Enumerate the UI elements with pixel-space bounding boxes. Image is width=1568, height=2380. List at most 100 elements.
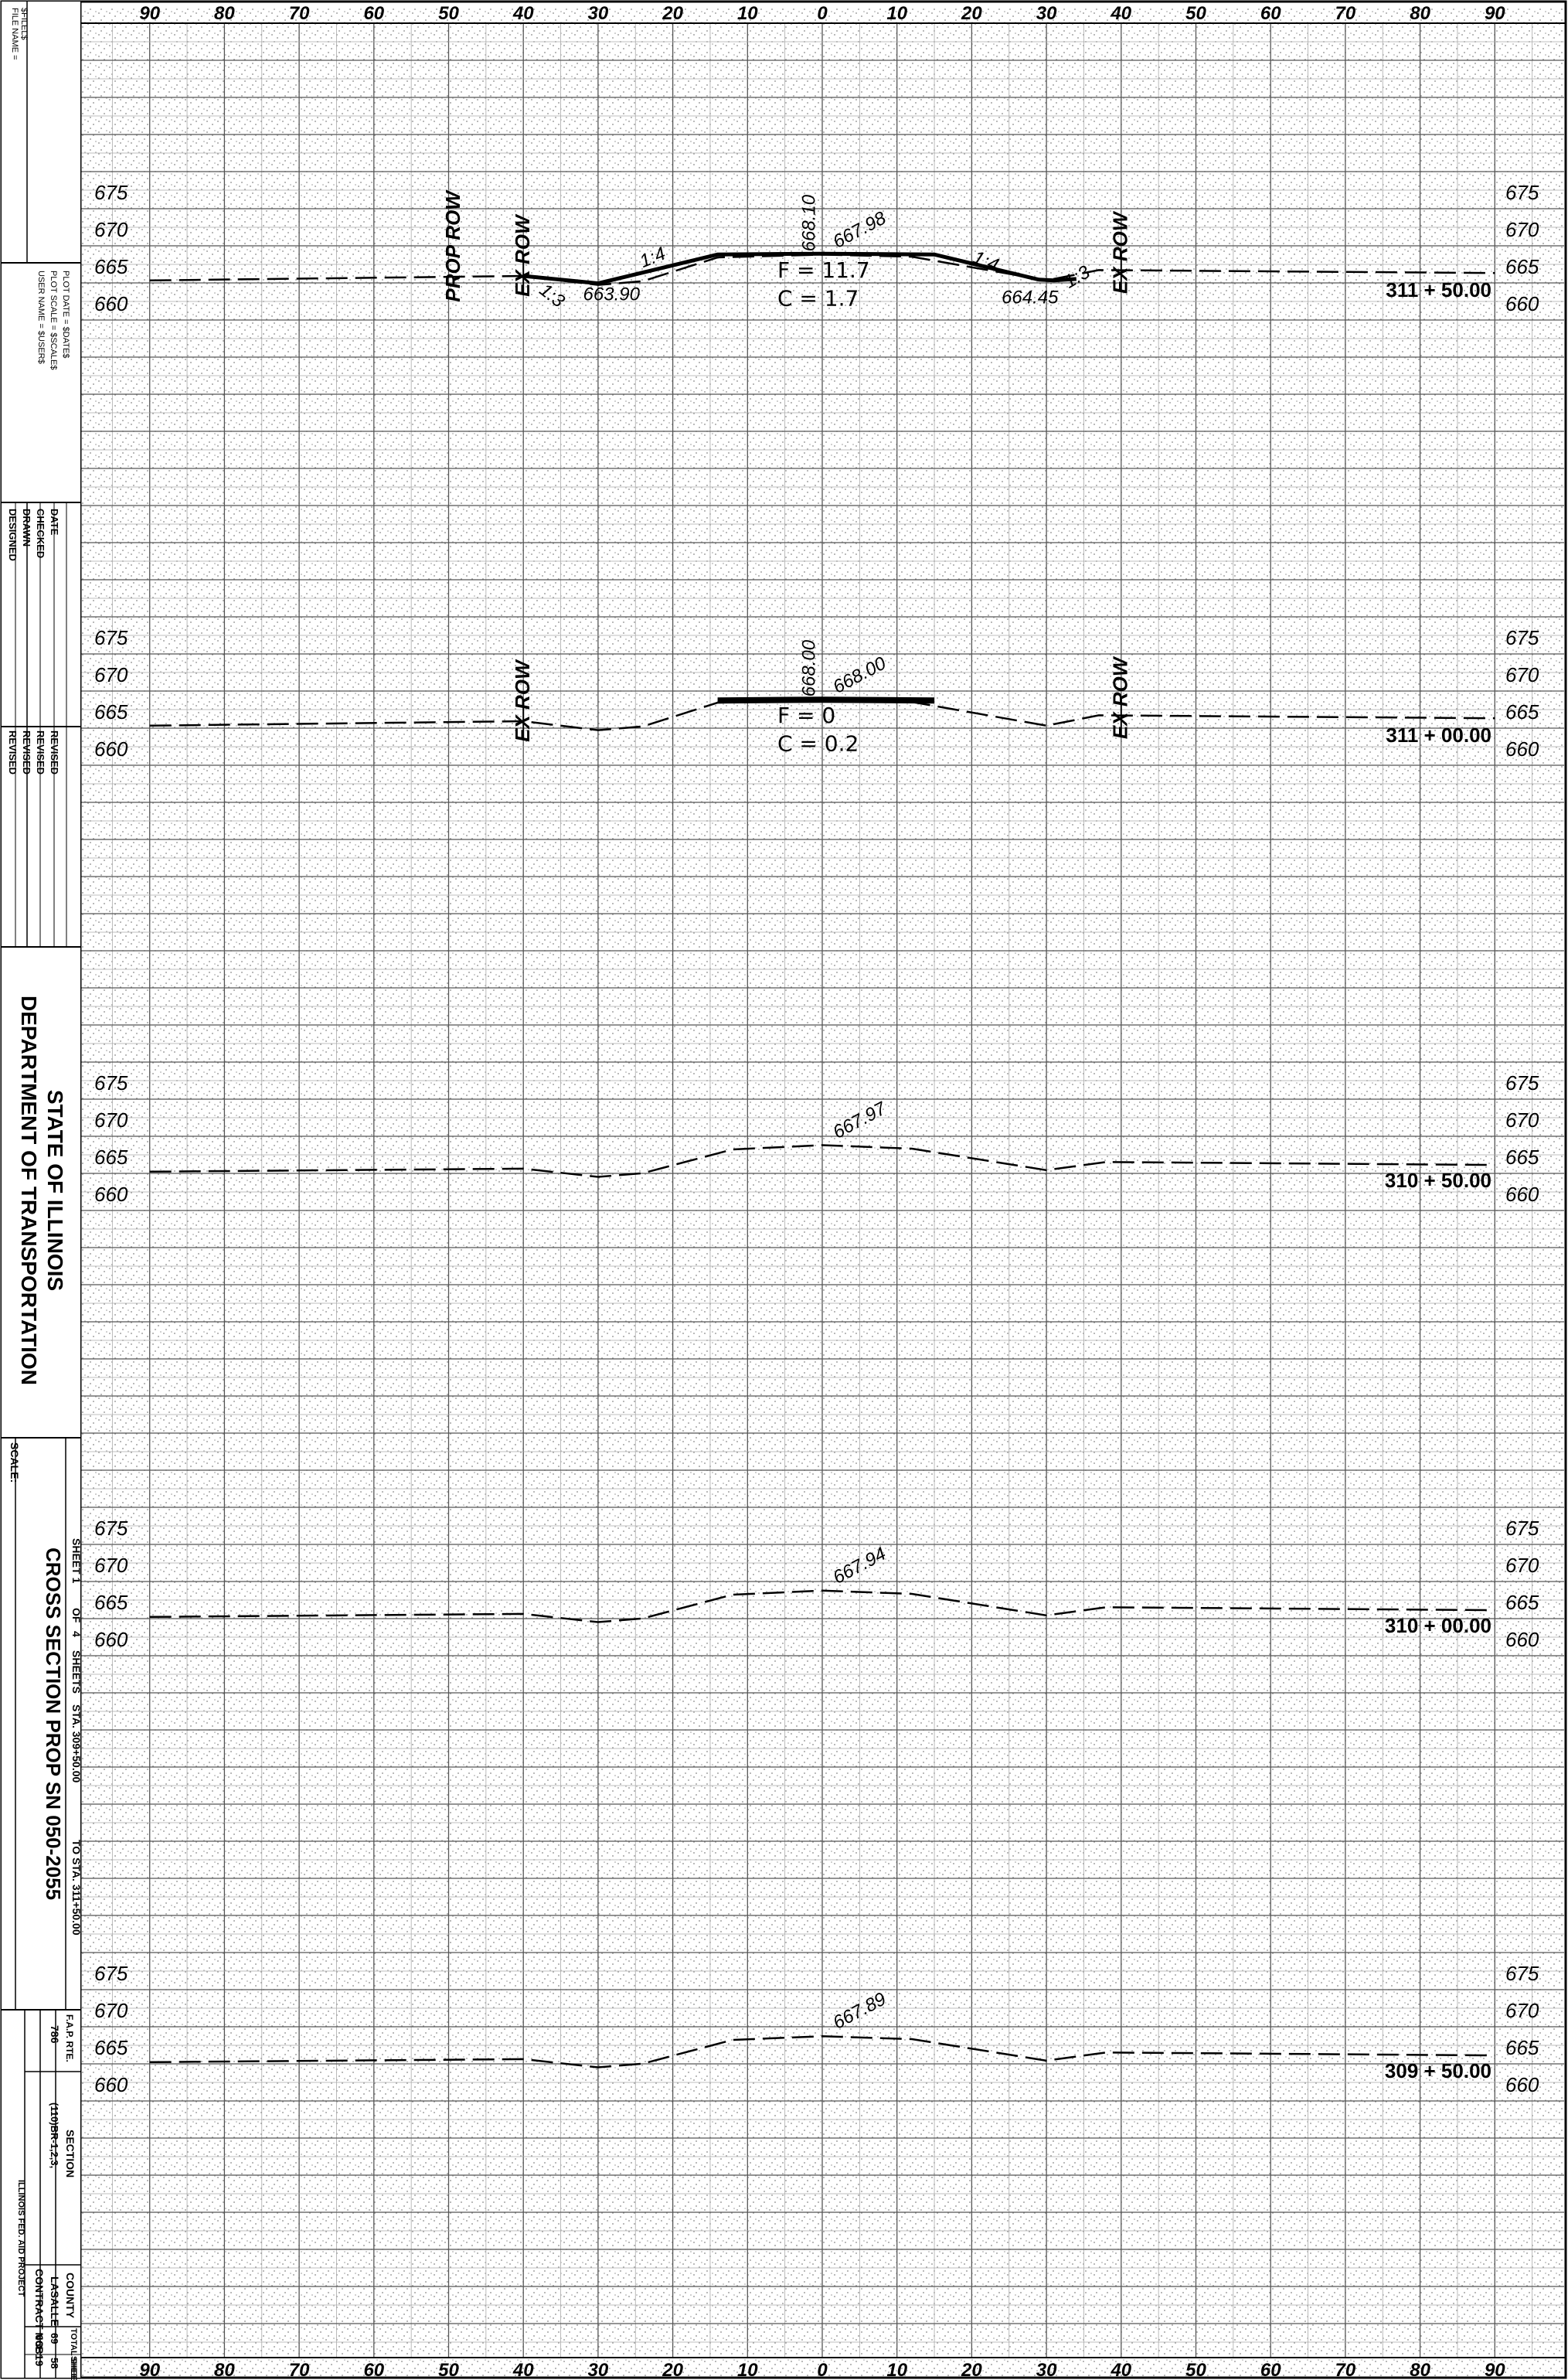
elevation-label-right: 665 [1505,1591,1539,1614]
x-axis-label: 30 [588,3,609,24]
county-label: COUNTY [64,2273,77,2319]
file-name-value: $FILEL$ [19,8,29,40]
station-label: 311 + 00.00 [1386,724,1491,747]
x-axis-label: 50 [1185,2360,1206,2380]
x-axis-label: 80 [1410,2360,1430,2380]
svg-text:SCALE:: SCALE: [9,1442,21,1483]
station-label: 309 + 50.00 [1385,2059,1491,2082]
elevation-label-right: 660 [1505,1628,1539,1651]
x-axis-label: 50 [1185,3,1206,24]
station-range-to: TO STA. 311+50.00 [70,1840,83,1936]
x-axis-label: 50 [438,3,459,24]
proposed-row-label: PROP ROW [441,189,464,302]
elevation-label-right: 660 [1505,737,1539,761]
svg-text:786: 786 [49,2025,61,2044]
svg-text:SHEET NO.: SHEET NO. [69,2356,78,2380]
sheet-no: 58 [49,2358,60,2368]
section-label: SECTION [64,2130,77,2177]
existing-ground-line [149,1144,1495,1178]
sheet-of: SHEET 1 [70,1538,83,1584]
x-axis-label: 30 [588,2360,609,2380]
elevation-label-left: 665 [94,2036,128,2059]
agency-line-1: STATE OF ILLINOIS [43,1090,67,1291]
proposed-centerline-elevation: 668.00 [798,639,819,696]
x-axis-label: 0 [817,3,828,24]
x-axis-label: 90 [1485,2360,1505,2380]
sheet-no-label: SHEET NO. [69,2356,78,2380]
file-name-label: FILE NAME = [10,8,19,60]
x-axis-label: 10 [737,3,758,24]
svg-text:F.A.P. RTE.: F.A.P. RTE. [64,2014,75,2062]
x-axis-label: 30 [1036,2360,1057,2380]
x-axis-label: 40 [1110,3,1131,24]
elevation-label-left: 675 [94,626,128,649]
cut-quantity: C = 0.2 [777,730,859,756]
user-name: USER NAME = $USER$ [36,271,46,364]
total-sheets: 69 [49,2333,60,2344]
svg-text:STA. 309+50.00: STA. 309+50.00 [70,1704,83,1783]
plot-scale: PLOT SCALE = $SCALE$ [49,271,58,370]
elevation-label-left: 665 [94,700,128,724]
x-axis-bottom-labels: 90 80 70 60 50 40 30 20 10 0 10 20 30 40 50 60 70 80 90 [139,2360,1505,2380]
existing-row-right-label: EX ROW [1109,210,1132,294]
elevation-label-right: 675 [1505,1517,1539,1540]
svg-text:OF: OF [70,1608,83,1623]
x-axis-label: 70 [289,3,310,24]
elevation-label-right: 665 [1505,700,1539,724]
revised-label: REVISED [21,730,32,775]
x-axis-label: 20 [961,3,982,24]
elevation-label-right: 670 [1505,1554,1539,1577]
sheets-count: 4 [70,1631,83,1637]
svg-text:COUNTY: COUNTY [64,2273,77,2319]
svg-text:58: 58 [49,2358,60,2368]
elevation-label-right: 675 [1505,181,1539,204]
svg-text:DATE: DATE [49,509,60,536]
x-axis-label: 50 [438,2360,459,2380]
station-range-from: STA. 309+50.00 [70,1704,83,1783]
svg-text:PLOT SCALE = $SCALE$: PLOT SCALE = $SCALE$ [49,271,58,370]
left-ditch-elevation: 663.90 [583,284,641,305]
station-label: 310 + 00.00 [1385,1614,1491,1637]
svg-text:69: 69 [49,2333,60,2344]
of-label: OF [70,1608,83,1623]
elevation-label-left: 665 [94,1591,128,1614]
elevation-label-left: 660 [94,1183,128,1206]
elevation-label-right: 670 [1505,1999,1539,2022]
fill-quantity: F = 11.7 [777,257,870,283]
existing-row-left-label: EX ROW [511,213,534,297]
svg-text:SECTION: SECTION [64,2130,77,2177]
fap-rte: 786 [49,2025,61,2044]
svg-text:REVISED: REVISED [7,730,19,775]
agency-line-2: DEPARTMENT OF TRANSPORTATION [17,996,41,1385]
x-axis-label: 60 [1260,2360,1281,2380]
elevation-label-right: 675 [1505,626,1539,649]
svg-text:TOTAL SHEETS: TOTAL SHEETS [69,2328,78,2380]
station-label: 310 + 50.00 [1385,1169,1491,1192]
x-axis-label: 0 [817,2360,828,2380]
drawn-label: DRAWN [21,509,32,546]
svg-text:LASALLE: LASALLE [49,2276,61,2327]
cut-quantity: C = 1.7 [777,285,859,311]
x-axis-label: 40 [1110,2360,1131,2380]
x-axis-label: 60 [363,3,384,24]
revised-label: REVISED [7,730,19,775]
elevation-label-left: 670 [94,663,128,686]
existing-row-right-label: EX ROW [1109,655,1132,739]
elevation-label-right: 670 [1505,663,1539,686]
svg-text:CROSS SECTION PROP SN 050-2055: CROSS SECTION PROP SN 050-2055 [42,1548,65,1900]
svg-text:REVISED: REVISED [49,730,60,775]
designed-label: DESIGNED [7,509,19,561]
elevation-label-left: 670 [94,218,128,241]
existing-ground-line [149,1589,1495,1623]
elevation-label-right: 665 [1505,2036,1539,2059]
project-label: ILLINOIS FED. AID PROJECT [16,2180,26,2297]
elevation-label-right: 675 [1505,1962,1539,1985]
x-axis-label: 80 [214,3,235,24]
x-axis-label: 10 [886,2360,907,2380]
svg-text:FILE NAME =: FILE NAME = [10,8,19,60]
plot-date: PLOT DATE = $DATE$ [61,271,70,358]
title-block: FILE NAME = $FILEL$ USER NAME = $USER$ P… [2,2,83,2380]
x-axis-label: 70 [1335,2360,1356,2380]
county-value: LASALLE [49,2276,61,2327]
